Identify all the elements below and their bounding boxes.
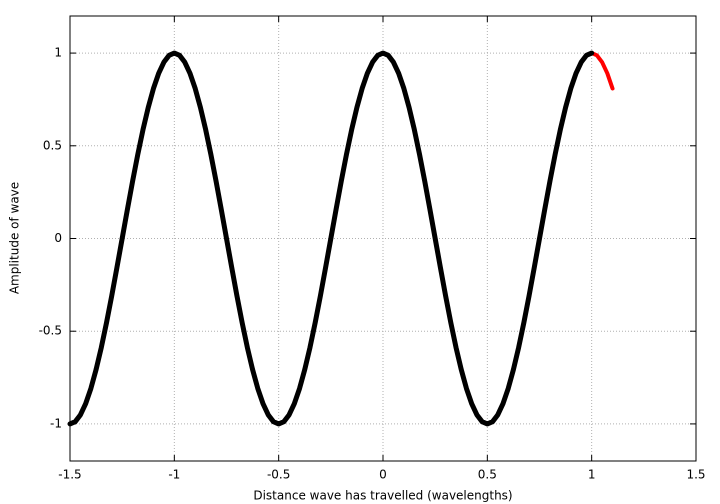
x-tick-label: -1.5 [58, 468, 81, 482]
wave-line [589, 51, 615, 91]
wave-line [67, 50, 595, 427]
y-axis-label: Amplitude of wave [8, 182, 22, 294]
y-tick-label: 1 [54, 46, 62, 60]
x-tick-label: 0 [379, 468, 387, 482]
x-tick-label: -0.5 [267, 468, 290, 482]
x-tick-label: 0.5 [478, 468, 497, 482]
y-tick-label: -1 [50, 416, 62, 430]
y-tick-label: 0.5 [43, 138, 62, 152]
x-tick-label: 1.5 [686, 468, 705, 482]
x-tick-label: -1 [168, 468, 180, 482]
y-tick-label: -0.5 [39, 324, 62, 338]
x-axis-label: Distance wave has travelled (wavelengths… [253, 489, 512, 503]
x-tick-label: 1 [588, 468, 596, 482]
plot-frame [69, 15, 697, 462]
y-tick-label: 0 [54, 231, 62, 245]
